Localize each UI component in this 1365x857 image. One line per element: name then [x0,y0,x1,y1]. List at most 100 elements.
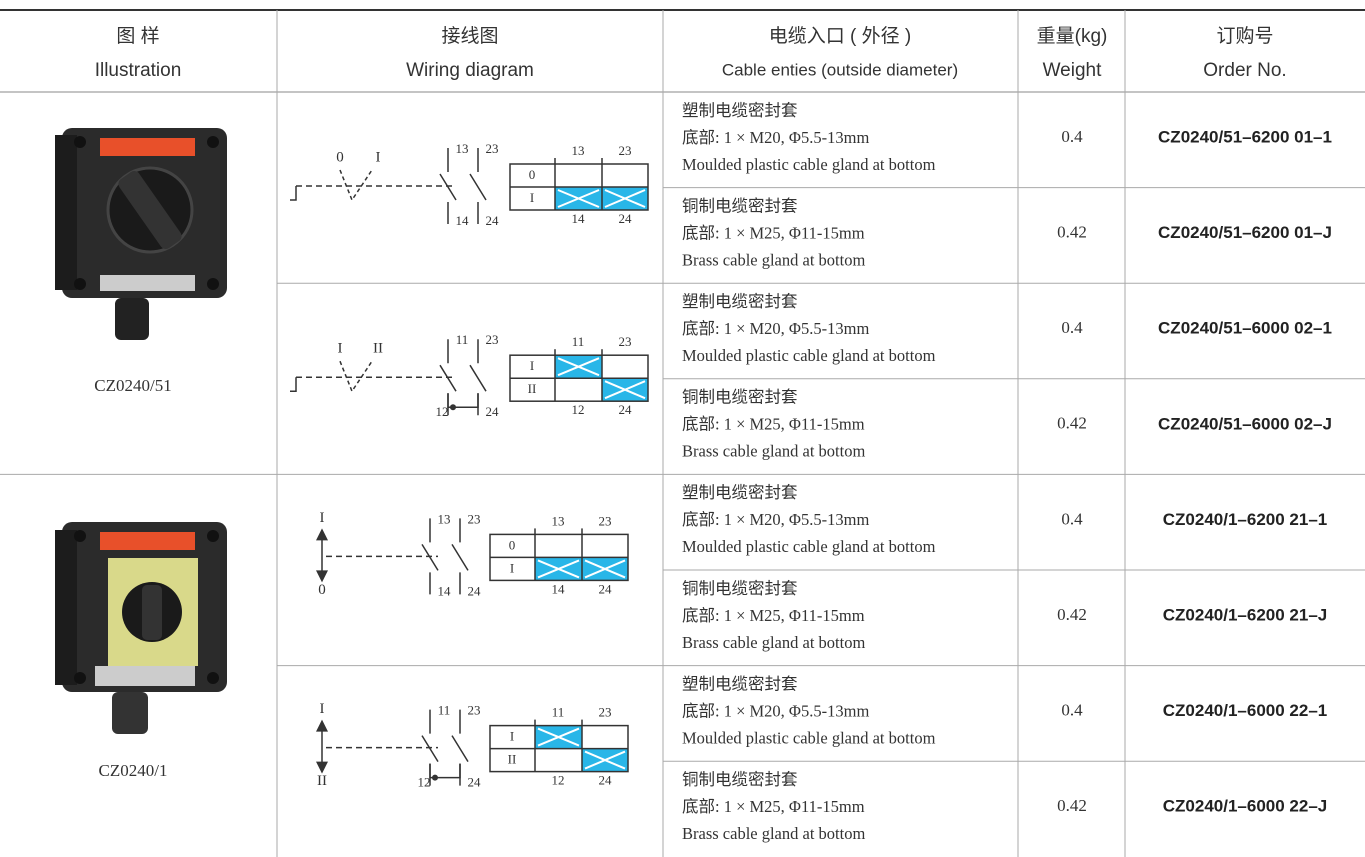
order-no: CZ0240/51–6000 02–1 [1158,319,1332,338]
header-en: Order No. [1203,60,1286,81]
weight: 0.4 [1061,318,1083,337]
contact-no: 24 [486,404,500,419]
switch-cam [339,169,373,202]
grid-top-label: 23 [619,143,632,158]
gland-text: 底部: 1 × M20, Φ5.5-13mm [682,701,869,720]
weight: 0.42 [1057,223,1087,242]
position-label: 0 [336,149,344,165]
gland-text: 铜制电缆密封套 [682,579,798,598]
weight: 0.42 [1057,796,1087,815]
grid-row-label: I [530,190,534,205]
junction [450,404,456,411]
contact-no: 11 [438,703,451,718]
order-no: CZ0240/51–6000 02–J [1158,414,1332,433]
grid-row-label: II [528,381,537,396]
header-en: Illustration [95,60,182,81]
grid-bottom-label: 12 [552,773,565,788]
cross [557,189,600,208]
contact-no: 14 [438,583,452,598]
order-no: CZ0240/51–6200 01–1 [1158,127,1332,146]
position-label: I [320,701,325,717]
gland-text: Brass cable gland at bottom [682,633,865,652]
position-label: I [320,510,325,526]
switch-cam [339,360,373,393]
weight: 0.42 [1057,414,1087,433]
contact-no: 24 [486,213,500,228]
grid-bottom-label: 14 [552,581,566,596]
arrow-head [316,528,328,583]
position-label: II [317,773,327,789]
grid-bottom-label: 24 [599,581,613,596]
cross [537,559,580,579]
contact-no: 23 [486,141,499,156]
gland-text: 底部: 1 × M20, Φ5.5-13mm [682,128,869,147]
grid-row-label: 0 [529,167,536,182]
grid-row-label: 0 [509,537,516,552]
grid-top-label: 23 [599,705,612,720]
gland-text: Brass cable gland at bottom [682,442,865,461]
gland-text: Moulded plastic cable gland at bottom [682,346,936,365]
gland-text: Moulded plastic cable gland at bottom [682,155,936,174]
cross [604,189,646,208]
weight: 0.4 [1061,509,1083,528]
cross [604,380,646,400]
grid-top-label: 23 [599,513,612,528]
contact [439,148,457,224]
gland-text: 塑制电缆密封套 [682,674,798,693]
arrow-head [316,719,328,774]
gland-text: 塑制电缆密封套 [682,483,798,502]
header-en: Wiring diagram [406,60,534,81]
grid-bottom-label: 24 [619,402,633,417]
gland-text: 铜制电缆密封套 [682,196,798,215]
order-no: CZ0240/1–6000 22–1 [1163,701,1327,720]
grid-bottom-label: 14 [572,211,586,226]
contact [451,518,469,595]
header-zh: 电缆入口 ( 外径 ) [769,25,912,47]
grid-row-label: II [508,752,517,767]
contact-no: 11 [456,332,469,347]
contact-no: 12 [436,404,449,419]
switch-handle [290,186,297,201]
switch-handle [290,377,297,392]
gland-text: Moulded plastic cable gland at bottom [682,728,936,747]
gland-text: 铜制电缆密封套 [682,770,798,789]
link [429,763,461,779]
product-image [55,128,227,340]
cross [584,559,626,579]
grid-row-label: I [510,729,514,744]
contact [421,518,439,595]
product-image [55,522,227,734]
contact-no: 14 [456,213,470,228]
grid-bottom-label: 12 [572,402,585,417]
gland-text: Moulded plastic cable gland at bottom [682,537,936,556]
weight: 0.42 [1057,605,1087,624]
cross [537,727,580,747]
gland-text: 底部: 1 × M20, Φ5.5-13mm [682,510,869,529]
gland-text: Brass cable gland at bottom [682,824,865,843]
order-no: CZ0240/1–6200 21–1 [1163,510,1327,529]
header-zh: 重量(kg) [1037,25,1108,47]
grid-bottom-label: 24 [619,211,633,226]
cross [584,750,626,770]
order-no: CZ0240/1–6200 21–J [1163,605,1327,624]
order-no: CZ0240/1–6000 22–J [1163,797,1327,816]
gland-text: 铜制电缆密封套 [682,388,798,407]
junction [432,774,438,781]
gland-text: 底部: 1 × M25, Φ11-15mm [682,223,865,242]
gland-text: 底部: 1 × M20, Φ5.5-13mm [682,319,869,338]
gland-text: 底部: 1 × M25, Φ11-15mm [682,415,865,434]
grid-top-label: 11 [572,334,585,349]
contact-no: 13 [456,141,469,156]
grid-top-label: 23 [619,334,632,349]
weight: 0.4 [1061,127,1083,146]
header-en: Cable enties (outside diameter) [722,60,958,79]
contact-no: 23 [468,511,481,526]
header-zh: 订购号 [1216,25,1273,47]
header-zh: 图 样 [116,25,159,47]
grid-top-label: 11 [552,705,565,720]
grid-row-label: I [530,358,534,373]
contact-no: 13 [438,511,451,526]
contact-no: 24 [468,583,482,598]
